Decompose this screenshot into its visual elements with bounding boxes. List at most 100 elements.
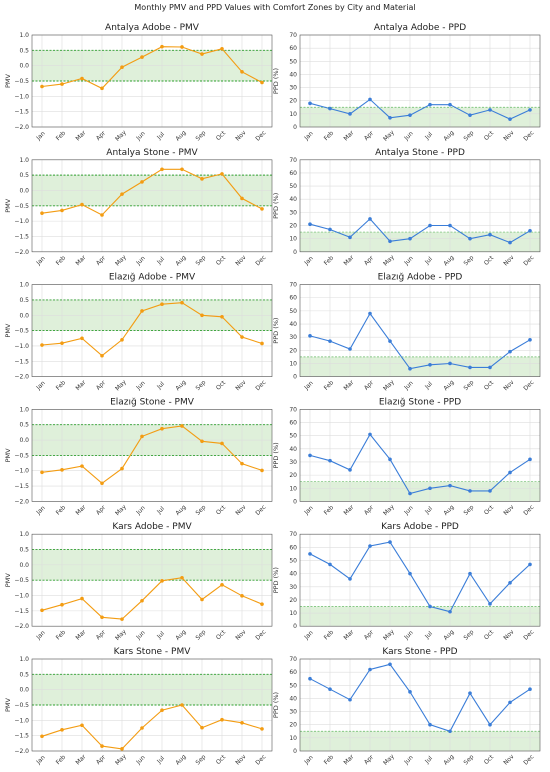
y-tick-label: 20 [289,722,297,729]
data-point [328,106,332,111]
x-tick-label: Dec [522,629,535,642]
data-point [468,365,472,370]
subplot-10: Kars Stone - PMV −2.0 −1.5 −1.0 −0.5 0.0 0.5 1.… [4,647,273,767]
data-point [328,227,332,232]
x-tick-label: Apr [363,254,376,267]
x-tick-label: Mar [342,628,355,641]
series-line [309,541,531,613]
subplot-11: Kars Stone - PPD 0 10 20 30 40 50 60 70 Jan Feb Mar… [272,647,541,767]
data-point [60,728,64,732]
x-tick-label: Aug [442,753,455,766]
x-tick-label: Nov [234,254,248,268]
plot-frame [31,658,273,752]
data-point [240,335,244,339]
y-tick-label: 30 [289,85,297,92]
subplot-title: Kars Stone - PMV [114,647,192,657]
y-tick-label: −1.5 [14,358,29,365]
x-tick-label: Jun [134,754,146,766]
data-point [468,571,472,576]
data-point [328,339,332,343]
y-tick-label: −0.5 [14,203,29,210]
data-point [200,177,204,181]
comfort-zone [300,731,540,751]
x-tick-label: Jan [34,380,46,392]
subplot-9: Kars Adobe - PPD 0 10 20 30 40 50 60 70 Jan Feb Mar… [272,522,541,642]
x-tick-label: Jul [423,755,434,766]
x-tick-label: Aug [442,254,455,267]
x-tick-label: Dec [254,129,267,142]
data-point [408,690,412,694]
y-tick-label: 50 [289,58,297,65]
x-tick-label: Jul [155,755,166,766]
subplot-5: Elazığ Adobe - PPD 0 10 20 30 40 50 60 70 Jan Feb M… [272,273,541,393]
y-tick-label: 20 [289,472,297,479]
data-point [160,426,164,431]
y-tick-label: −1.5 [14,733,29,740]
x-tick-label: Nov [502,379,516,393]
data-point [240,594,244,598]
x-tick-label: Apr [363,753,376,766]
data-point [348,697,352,702]
data-point [60,468,64,472]
x-tick-label: May [114,254,128,268]
x-tick-label: Sep [462,753,475,766]
subplot-0: Antalya Adobe - PMV −2.0 −1.5 −1.0 −0.5 0.0 0.… [4,23,273,143]
data-point [80,596,84,601]
x-tick-label: Jan [302,380,314,392]
x-tick-label: Jun [134,629,146,641]
y-tick-label: 1.0 [19,406,29,413]
data-point [60,341,64,345]
data-point [328,458,332,463]
subplot-1: Antalya Adobe - PPD 0 10 20 30 40 50 60 70 Jan Feb… [272,23,541,143]
x-tick-label: Jul [423,255,434,266]
x-tick-label: Feb [55,629,68,642]
y-axis-label: PMV [4,448,12,463]
data-point [200,439,204,444]
data-point [408,236,412,241]
plot-frame [299,284,541,377]
y-tick-label: 0.5 [19,172,29,179]
series-line [309,98,531,120]
x-tick-label: Dec [522,504,535,517]
subplot-title: Kars Adobe - PPD [381,522,459,532]
subplot-title: Elazığ Stone - PPD [379,397,461,407]
y-tick-label: 1.0 [19,282,29,289]
y-axis-label: PPD (%) [272,318,280,344]
y-tick-label: 40 [289,71,297,78]
x-tick-label: Oct [483,753,496,766]
y-tick-label: −0.5 [14,328,29,335]
y-tick-label: −2.0 [14,623,29,630]
data-point [388,239,392,244]
data-point [448,609,452,614]
data-point [100,213,104,217]
x-tick-label: Apr [363,629,376,642]
plot-frame [299,658,541,752]
y-tick-label: 0.0 [19,562,29,569]
x-tick-label: Mar [342,379,355,392]
y-tick-label: 60 [289,45,297,52]
x-tick-label: Jan [34,629,46,641]
data-point [368,432,372,437]
data-point [528,687,532,692]
x-tick-label: Feb [55,130,68,143]
series-line [41,168,263,216]
y-tick-label: 60 [289,544,297,551]
x-tick-label: Mar [342,753,355,766]
data-point [160,302,164,307]
x-tick-label: Sep [462,129,475,142]
plot-frame [31,533,273,627]
data-point [220,717,224,722]
y-tick-label: 0 [293,124,297,131]
y-tick-label: 0 [293,623,297,630]
x-tick-label: Oct [215,629,228,642]
x-tick-label: Aug [174,504,187,517]
y-tick-label: 50 [289,433,297,440]
data-point [40,211,44,215]
data-point [180,575,184,580]
data-point [308,552,312,556]
data-point [100,86,104,91]
x-tick-label: Jun [134,504,146,516]
x-tick-label: May [114,628,128,642]
y-tick-label: 50 [289,557,297,564]
data-point [40,343,44,347]
